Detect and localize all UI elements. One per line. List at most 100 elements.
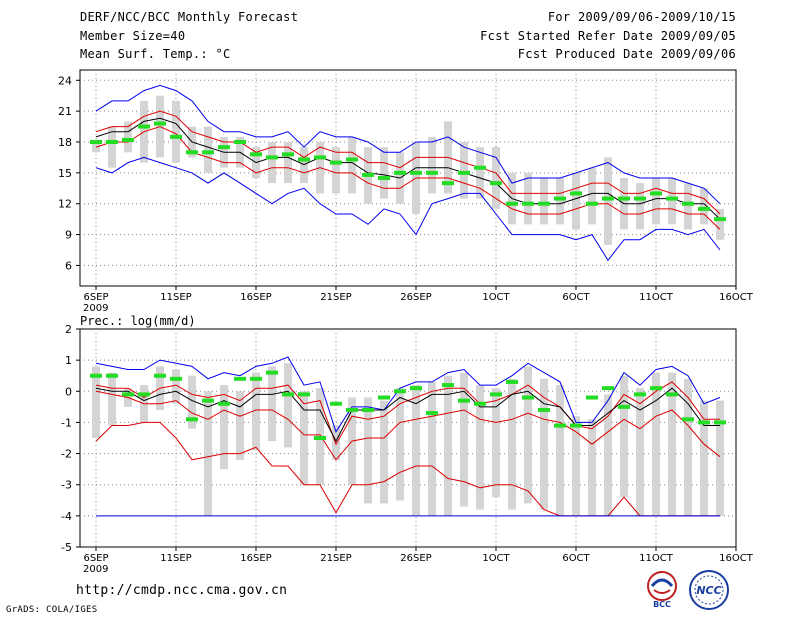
ensemble-box (92, 142, 100, 153)
x-tick-label: 6SEP (83, 292, 108, 303)
observed-marker (154, 373, 166, 378)
observed-marker (538, 201, 550, 206)
ensemble-box (172, 100, 180, 163)
y-tick-label: -2 (61, 448, 72, 461)
y-tick-label: -5 (61, 541, 72, 554)
ensemble-box (636, 388, 644, 516)
observed-marker (90, 373, 102, 378)
series-line-upper (95, 110, 721, 215)
ensemble-box (684, 378, 692, 516)
ensemble-box (700, 400, 708, 516)
ensemble-box (412, 385, 420, 516)
ensemble-box (668, 178, 676, 225)
observed-marker (618, 196, 630, 201)
precip-label: Prec.: log(mm/d) (80, 314, 196, 328)
observed-marker (714, 420, 726, 425)
y-tick-label: 24 (58, 74, 72, 87)
observed-marker (682, 417, 694, 422)
ensemble-box (252, 372, 260, 451)
observed-marker (314, 436, 326, 440)
observed-marker (202, 398, 214, 403)
observed-marker (650, 386, 662, 391)
ensemble-box (380, 400, 388, 504)
observed-marker (698, 206, 710, 211)
observed-marker (506, 201, 518, 206)
observed-marker (266, 370, 278, 375)
ensemble-box (332, 147, 340, 194)
y-tick-label: -1 (61, 416, 72, 429)
ensemble-box (284, 363, 292, 448)
ensemble-box (540, 178, 548, 225)
series-line-min (95, 421, 720, 517)
ensemble-box (236, 391, 244, 460)
y-tick-label: 2 (65, 323, 72, 336)
ensemble-box (492, 388, 500, 498)
ensemble-box (508, 378, 516, 510)
observed-marker (346, 157, 358, 162)
observed-marker (218, 401, 230, 406)
bcc-logo-icon: BCC (647, 571, 677, 609)
x-tick-label: 6OCT (562, 292, 590, 303)
observed-marker (458, 170, 470, 175)
observed-marker (698, 420, 710, 425)
ensemble-box (604, 157, 612, 245)
ensemble-box (604, 394, 612, 516)
ensemble-box (492, 147, 500, 209)
observed-marker (186, 150, 198, 155)
ensemble-box (108, 372, 116, 426)
member-size-label: Member Size=40 (80, 29, 186, 43)
observed-marker (474, 165, 486, 170)
x-tick-label: 21SEP (320, 292, 351, 303)
ensemble-box (268, 142, 276, 184)
x-tick-label: 1OCT (482, 292, 510, 303)
observed-marker (106, 373, 118, 378)
observed-marker (394, 389, 406, 394)
y-tick-label: -3 (61, 479, 72, 492)
observed-marker (682, 201, 694, 206)
observed-marker (458, 398, 470, 403)
ensemble-box (188, 375, 196, 429)
ensemble-box (524, 366, 532, 504)
chart-title: DERF/NCC/BCC Monthly Forecast (80, 10, 299, 24)
ensemble-box (620, 375, 628, 498)
ensemble-box (348, 136, 356, 194)
series-line-lower (95, 126, 721, 230)
ensemble-box (332, 425, 340, 460)
observed-marker (666, 392, 678, 397)
ensemble-box (124, 121, 132, 153)
y-tick-label: -4 (61, 510, 72, 523)
observed-marker (234, 376, 246, 381)
observed-marker (506, 379, 518, 384)
observed-marker (346, 407, 358, 412)
observed-marker (634, 196, 646, 201)
ensemble-box (636, 183, 644, 230)
observed-marker (554, 196, 566, 201)
ensemble-box (460, 142, 468, 199)
observed-marker (586, 201, 598, 206)
x-tick-label: 1OCT (482, 553, 510, 564)
source-url[interactable]: http://cmdp.ncc.cma.gov.cn (76, 583, 288, 598)
bcc-logo: BCC (642, 570, 682, 609)
ensemble-box (540, 378, 548, 510)
observed-marker (314, 155, 326, 160)
ensemble-box (684, 183, 692, 230)
x-tick-label: 6SEP (83, 553, 108, 564)
x-tick-label: 11OCT (639, 292, 674, 303)
observed-marker (666, 196, 678, 201)
x-tick-label: 16OCT (719, 553, 754, 564)
fcst-produced-date: Fcst Produced Date 2009/09/06 (517, 47, 736, 61)
x-tick-label: 16OCT (719, 292, 754, 303)
observed-marker (570, 423, 582, 428)
observed-marker (250, 152, 262, 157)
observed-marker (442, 181, 454, 186)
x-tick-label: 21SEP (320, 553, 351, 564)
ensemble-box (204, 391, 212, 516)
observed-marker (490, 181, 502, 186)
observed-marker (282, 392, 294, 397)
observed-marker (186, 417, 198, 422)
observed-marker (634, 392, 646, 397)
ensemble-box (108, 126, 116, 168)
ensemble-box (588, 419, 596, 516)
observed-marker (298, 157, 310, 162)
